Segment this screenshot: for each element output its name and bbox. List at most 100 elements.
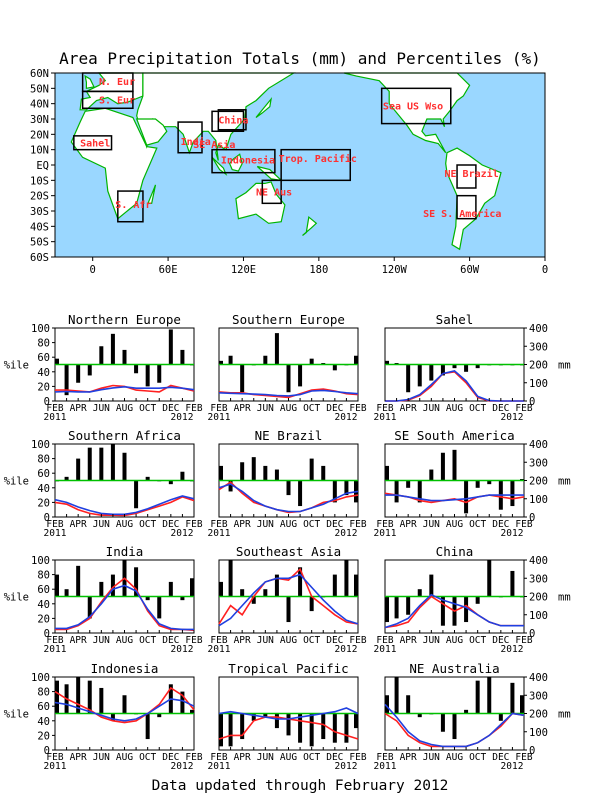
year-label: 2011: [374, 528, 397, 539]
continent-samerica: [445, 147, 502, 251]
percentile-bar: [464, 480, 469, 514]
right-tick-label: 300: [529, 457, 548, 469]
percentile-bar: [498, 713, 503, 721]
chart-panel: NE Australia 0 100 200 300 400 mm FEB APR JUN AUG O…: [374, 661, 571, 772]
percentile-bar: [385, 695, 389, 714]
year-label: 2011: [208, 644, 231, 655]
left-tick-label: 0: [44, 512, 50, 524]
region-label: NE Aus: [256, 188, 292, 199]
percentile-bar: [321, 465, 326, 481]
x-tick-label: JUN: [423, 752, 440, 763]
left-tick-label: 100: [31, 555, 50, 567]
panel-title: Indonesia: [91, 661, 159, 676]
lat-tick-label: 60N: [30, 68, 49, 80]
percentile-bar: [263, 465, 268, 481]
x-tick-label: FEB: [515, 519, 532, 530]
year-label: 2012: [501, 528, 524, 539]
continent-uk: [84, 74, 95, 90]
lat-tick-label: 60S: [30, 252, 49, 264]
x-tick-label: APR: [234, 635, 251, 646]
year-label: 2011: [374, 761, 397, 772]
right-tick-label: 300: [529, 690, 548, 702]
panel-title: Northern Europe: [68, 312, 181, 327]
year-label: 2012: [171, 644, 194, 655]
left-tick-label: 20: [37, 497, 50, 509]
x-tick-label: OCT: [469, 403, 486, 414]
percentile-bar: [76, 364, 81, 383]
panel-title: Southeast Asia: [236, 544, 341, 559]
region-box: [217, 109, 247, 131]
left-tick-label: 40: [37, 483, 50, 495]
precip-line-red: [218, 481, 359, 514]
left-tick-label: 60: [37, 701, 50, 713]
panel-title: Tropical Pacific: [228, 661, 348, 676]
percentile-bar: [417, 713, 422, 718]
x-tick-label: FEB: [185, 519, 202, 530]
percentile-bar: [228, 480, 233, 492]
region-box: [81, 90, 134, 110]
lat-tick-label: 20N: [30, 129, 49, 141]
region-label: S. Afr: [115, 200, 151, 211]
x-tick-label: DEC: [162, 635, 179, 646]
right-tick-label: 0: [529, 628, 535, 640]
percentile-bar: [510, 682, 515, 714]
right-tick-label: 0: [529, 512, 535, 524]
panel-title: China: [436, 544, 474, 559]
continent-nz: [302, 215, 318, 236]
left-axis-label: %ile: [4, 592, 29, 604]
percentile-bar: [122, 452, 127, 481]
x-tick-label: FEB: [376, 519, 393, 530]
percentile-bar: [429, 574, 434, 597]
percentile-bar: [354, 713, 358, 729]
percentile-bar: [286, 713, 291, 736]
left-tick-label: 100: [31, 323, 50, 335]
x-tick-label: APR: [70, 403, 87, 414]
percentile-bar: [452, 713, 457, 740]
percentile-bar: [286, 480, 291, 496]
percentile-bar: [55, 358, 59, 365]
percentile-bar: [87, 680, 92, 714]
chart-panels: Northern Europe 0 20 40 60 80 100 %ile FEB APR JUN…: [4, 312, 571, 772]
percentile-bar: [219, 713, 223, 747]
percentile-bar: [354, 574, 358, 597]
percentile-bar: [145, 476, 150, 481]
x-tick-label: FEB: [46, 519, 63, 530]
percentile-bar: [344, 560, 349, 597]
precip-line-blue: [218, 483, 359, 513]
precip-line-blue: [218, 707, 359, 720]
page-title: Area Precipitation Totals (mm) and Perce…: [59, 49, 541, 68]
x-tick-label: APR: [70, 752, 87, 763]
percentile-bar: [180, 691, 185, 714]
lat-tick-label: 10S: [30, 175, 49, 187]
x-tick-label: DEC: [326, 752, 343, 763]
x-tick-label: FEB: [185, 403, 202, 414]
region-box: [211, 110, 245, 133]
percentile-bar: [344, 713, 349, 743]
x-tick-label: DEC: [326, 635, 343, 646]
x-tick-label: AUG: [116, 752, 133, 763]
x-tick-label: OCT: [303, 752, 320, 763]
left-tick-label: 20: [37, 730, 50, 742]
chart-panel: China 0 100 200 300 400 mm FEB APR JUN AUG OCT DEC FE…: [374, 544, 571, 655]
left-tick-label: 60: [37, 468, 50, 480]
panel-title: India: [106, 544, 144, 559]
percentile-bar: [219, 581, 223, 597]
region-box: [177, 121, 203, 154]
percentile-bar: [134, 364, 139, 374]
right-tick-label: 400: [529, 323, 548, 335]
left-tick-label: 0: [44, 745, 50, 757]
x-tick-label: JUN: [257, 635, 274, 646]
x-tick-label: FEB: [210, 635, 227, 646]
precip-line-blue: [384, 703, 525, 748]
left-tick-label: 80: [37, 687, 50, 699]
right-tick-label: 200: [529, 476, 548, 488]
percentile-bar: [440, 713, 445, 732]
percentile-bar: [219, 465, 223, 481]
region-label: NE Brazil: [444, 168, 498, 180]
percentile-bar: [228, 560, 233, 597]
panel-title: Southern Africa: [68, 428, 181, 443]
x-tick-label: OCT: [139, 519, 156, 530]
year-label: 2011: [44, 644, 67, 655]
